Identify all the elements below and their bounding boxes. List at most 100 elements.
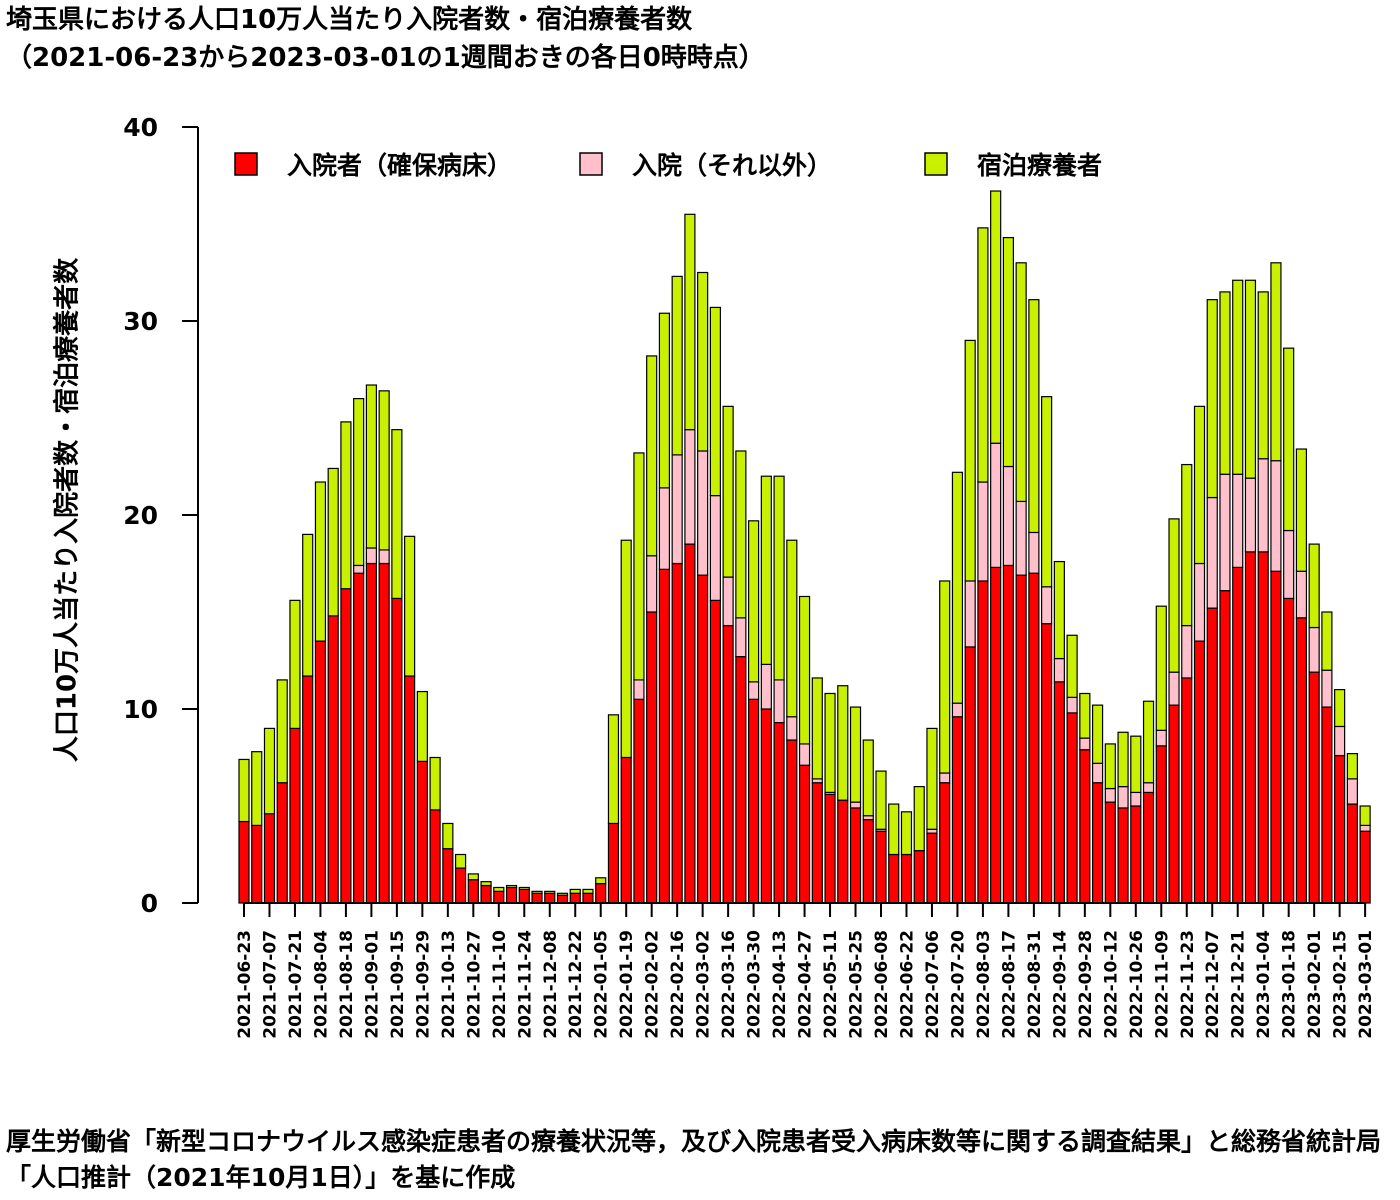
bar-segment-3	[837, 685, 849, 801]
x-tick-label: 2022-10-26	[1127, 930, 1147, 1039]
bar-segment-3	[1117, 731, 1129, 788]
bar-segment-3	[251, 751, 263, 826]
bar-segment-3	[977, 227, 989, 483]
bar-segment-1	[671, 562, 683, 904]
bar-segment-3	[900, 811, 913, 856]
bar-segment-1	[1181, 677, 1193, 904]
x-tick-label: 2022-05-25	[847, 930, 867, 1039]
x-tick-label: 2022-11-23	[1178, 930, 1198, 1039]
bar-segment-3	[1002, 236, 1015, 468]
x-tick-label: 2022-05-11	[821, 930, 841, 1039]
bar-segment-2	[646, 555, 658, 613]
bar-segment-3	[314, 481, 327, 642]
bar-segment-3	[454, 853, 467, 869]
bar-segment-3	[1321, 611, 1333, 671]
bar-segment-2	[1155, 729, 1167, 747]
bar-segment-1	[429, 809, 441, 904]
bar-segment-1	[1219, 590, 1231, 904]
bar-segment-1	[569, 892, 581, 904]
bar-segment-2	[1104, 787, 1116, 803]
bar-segment-2	[1028, 531, 1040, 574]
bar-segment-2	[1244, 477, 1257, 553]
bar-segment-1	[646, 611, 658, 904]
bar-segment-2	[722, 576, 734, 627]
bar-segment-3	[633, 452, 645, 681]
bar-segment-1	[939, 782, 951, 904]
bar-segment-2	[1346, 778, 1358, 805]
bar-segment-1	[1002, 564, 1015, 904]
x-tick-label: 2022-12-21	[1229, 930, 1249, 1039]
bar-segment-1	[544, 892, 556, 904]
bar-segment-1	[556, 894, 569, 904]
bar-segment-3	[747, 520, 760, 683]
bar-segment-1	[684, 543, 696, 904]
bar-segment-3	[1142, 700, 1155, 784]
bar-segment-1	[1066, 712, 1078, 904]
x-tick-label: 2022-08-03	[974, 930, 994, 1039]
bar-segment-2	[1002, 465, 1015, 567]
bar-segment-3	[1066, 634, 1078, 698]
bar-segment-2	[1359, 824, 1371, 832]
bar-segment-2	[1079, 737, 1091, 751]
bar-segment-3	[1244, 279, 1257, 479]
bar-segment-1	[862, 818, 874, 904]
bar-segment-2	[1206, 496, 1218, 609]
bar-segment-1	[633, 698, 645, 904]
bar-segment-1	[786, 739, 798, 904]
x-tick-label: 2022-02-16	[668, 930, 688, 1039]
bar-segment-3	[1206, 299, 1218, 499]
bar-segment-1	[353, 572, 365, 904]
x-tick-label: 2022-03-30	[745, 930, 765, 1039]
bar-segment-1	[722, 624, 734, 904]
bar-segment-1	[276, 782, 288, 904]
bar-segment-1	[1232, 566, 1244, 904]
x-tick-label: 2022-09-28	[1076, 930, 1096, 1039]
x-tick-label: 2021-09-15	[388, 930, 408, 1039]
y-tick-label: 0	[141, 889, 158, 918]
x-tick-label: 2022-04-13	[770, 930, 790, 1039]
bar-segment-1	[454, 867, 467, 904]
bar-segment-3	[939, 580, 951, 774]
bar-segment-2	[1041, 586, 1053, 625]
bar-segment-3	[1334, 688, 1346, 728]
bar-segment-1	[1142, 791, 1155, 904]
bar-segment-3	[1295, 448, 1308, 572]
bar-segment-2	[798, 743, 811, 766]
bar-segment-2	[1130, 791, 1142, 807]
bar-segment-1	[990, 566, 1002, 904]
bar-segment-1	[837, 799, 849, 904]
x-tick-label: 2023-01-04	[1254, 930, 1274, 1039]
bar-segment-2	[990, 442, 1002, 568]
x-tick-label: 2021-11-24	[515, 930, 535, 1039]
bar-segment-1	[620, 756, 632, 904]
bar-segment-3	[480, 881, 492, 887]
bar-segment-1	[1091, 782, 1104, 904]
y-tick-label: 10	[123, 695, 158, 724]
bar-segment-3	[1041, 396, 1053, 588]
bar-segment-2	[977, 481, 989, 582]
bar-segment-3	[1181, 463, 1193, 627]
bar-segment-3	[964, 339, 976, 582]
bar-segment-1	[1041, 623, 1053, 904]
bar-segment-1	[238, 820, 250, 904]
bar-segment-3	[404, 535, 416, 677]
x-tick-label: 2022-12-07	[1203, 930, 1223, 1039]
bar-segment-2	[1219, 473, 1231, 592]
bar-segment-1	[951, 716, 964, 904]
bar-segment-1	[467, 879, 479, 904]
bar-segment-3	[1270, 262, 1282, 462]
x-tick-label: 2021-10-13	[439, 930, 459, 1039]
x-tick-label: 2022-08-31	[1025, 930, 1045, 1039]
bar-segment-1	[697, 574, 709, 904]
bar-segment-3	[1015, 262, 1027, 503]
bar-segment-1	[760, 708, 772, 904]
x-tick-label: 2023-02-01	[1305, 930, 1325, 1039]
bar-segment-2	[849, 801, 862, 809]
bar-segment-1	[747, 698, 760, 904]
bar-segment-3	[1283, 347, 1295, 532]
bar-segment-3	[684, 213, 696, 431]
bar-segment-3	[671, 275, 683, 456]
bar-segment-3	[302, 533, 314, 677]
legend-swatch	[234, 152, 258, 176]
